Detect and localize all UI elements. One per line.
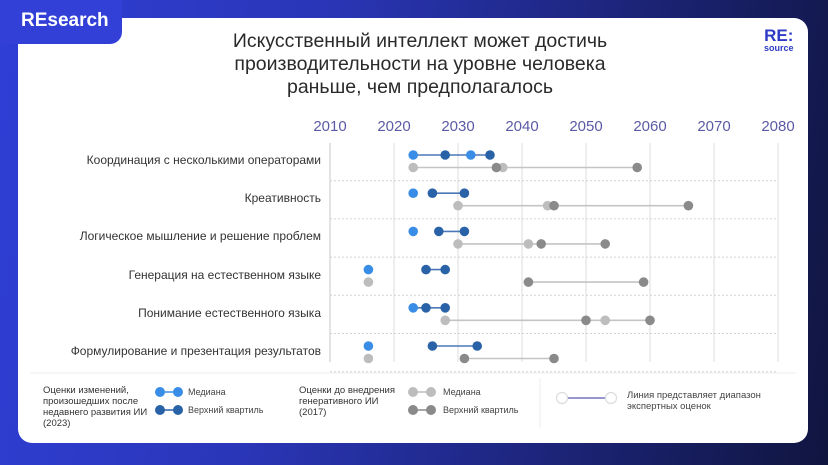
x-tick-label: 2050 [569, 118, 603, 135]
x-tick-label: 2070 [697, 118, 731, 135]
chart-title: Искусственный интеллект может достичь пр… [150, 30, 690, 99]
x-tick-label: 2080 [761, 118, 795, 135]
logo-main: RE: [764, 26, 794, 45]
legend-upper-2017-label: Верхний квартиль [443, 405, 519, 415]
x-tick-label: 2060 [633, 118, 667, 135]
row-label: Понимание естественного языка [138, 305, 321, 320]
title-line-1: Искусственный интеллект может достичь [232, 30, 608, 52]
x-tick-label: 2020 [377, 118, 411, 135]
title-line-3: раньше, чем предполагалось [286, 76, 554, 98]
row-label: Генерация на естественном языке [128, 267, 321, 282]
legend-group-2023-label: Оценки изменений, произошедших после нед… [43, 385, 148, 429]
legend-group-2017-label: Оценки до внедрения генеративного ИИ (20… [299, 385, 395, 418]
logo: RE: source [764, 26, 794, 53]
brand-tab: REsearch [0, 0, 122, 44]
logo-sub: source [764, 43, 794, 53]
row-label: Формулирование и презентация результатов [70, 344, 321, 358]
row-label: Логическое мышление и решение проблем [79, 229, 321, 244]
legend-median-2017-label: Медиана [443, 387, 481, 397]
legend-median-2023-label: Медиана [188, 387, 226, 397]
x-tick-label: 2040 [505, 118, 539, 135]
x-tick-label: 2030 [441, 118, 475, 135]
row-label: Креативность [244, 191, 321, 206]
legend-upper-2023-label: Верхний квартиль [188, 405, 264, 415]
title-line-2: производительности на уровне человека [234, 53, 606, 75]
row-label: Координация с несколькими операторами [86, 153, 321, 167]
legend-range-note: Линия представляет диапазон экспертных о… [627, 390, 761, 412]
x-tick-label: 2010 [313, 118, 347, 135]
